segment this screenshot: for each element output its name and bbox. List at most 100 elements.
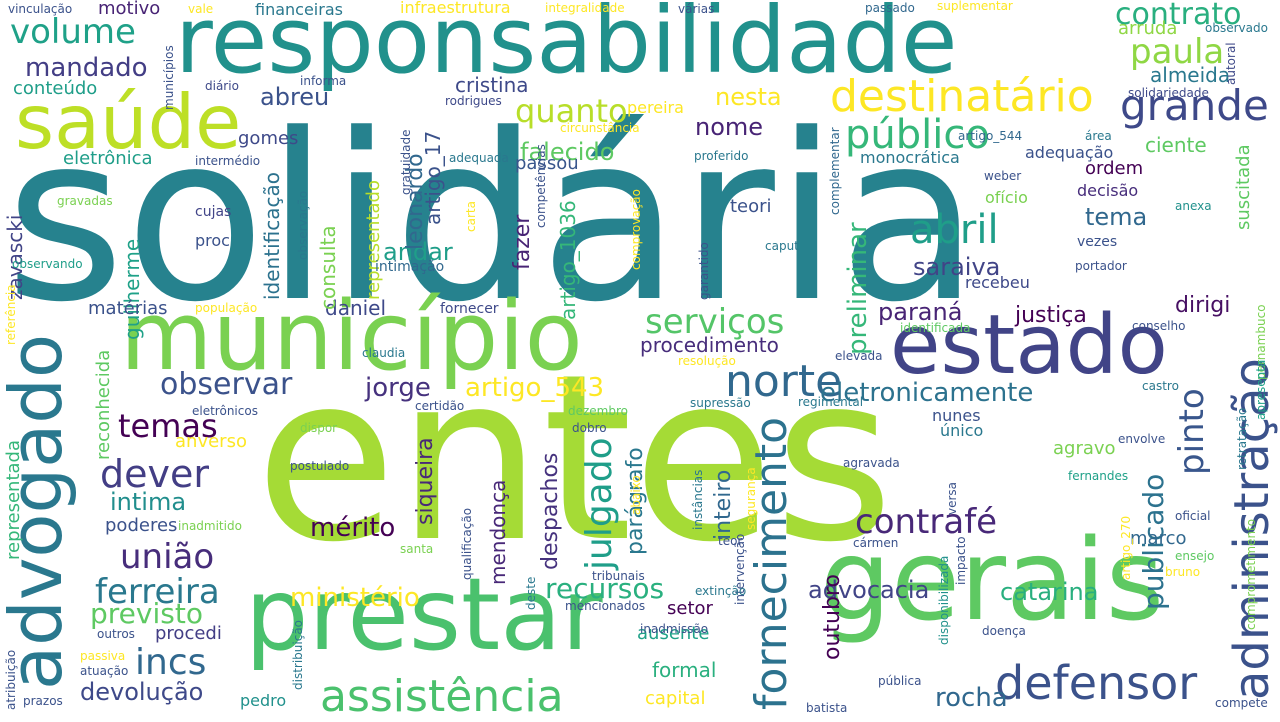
word-anverso: anverso (175, 431, 247, 452)
word-resolução: resolução (678, 354, 736, 368)
word-população: população (195, 301, 258, 315)
word-observando: observando (12, 257, 83, 271)
word-atuação: atuação (80, 664, 129, 678)
word-tema: tema (1085, 203, 1148, 231)
word-nome: nome (695, 113, 764, 141)
word-vinculação: vinculação (8, 2, 73, 16)
word-proferido: proferido (694, 149, 749, 163)
word-gratuidade: gratuidade (399, 129, 413, 195)
word-destinatário: destinatário (830, 71, 1094, 122)
word-prazos: prazos (23, 694, 63, 708)
word-oficial: oficial (1175, 509, 1211, 523)
word-financeiras: financeiras (255, 0, 343, 19)
word-competências: competências (534, 144, 548, 228)
word-arruda: arruda (1118, 18, 1178, 39)
word-marco: marco (1130, 528, 1187, 549)
word-supressão: supressão (690, 396, 751, 410)
word-catarina: catarina (1000, 578, 1099, 606)
word-dezembro: dezembro (568, 404, 628, 418)
word-entes: entes (255, 326, 894, 593)
word-poderes: poderes (105, 515, 178, 536)
word-pública: pública (878, 674, 922, 688)
word-união: união (120, 537, 215, 577)
word-grande: grande (1120, 81, 1269, 130)
word-norte: norte (725, 356, 843, 407)
word-conselho: conselho (1132, 319, 1186, 333)
word-incs: incs (135, 642, 207, 683)
word-identificação: identificação (260, 172, 284, 300)
word-weber: weber (984, 169, 1022, 183)
word-gravadas: gravadas (57, 194, 113, 208)
word-advocacia: advocacia (808, 576, 930, 604)
word-artigo_1036: artigo_1036 (556, 200, 580, 320)
word-segurança: segurança (744, 467, 758, 530)
word-adequada: adequada (449, 151, 509, 165)
word-contrato: contrato (1115, 0, 1242, 32)
word-julgado: julgado (579, 437, 620, 570)
word-matérias: matérias (88, 298, 168, 319)
word-santa: santa (400, 542, 434, 556)
word-claudia: claudia (362, 346, 406, 360)
word-inteiro: inteiro (711, 469, 736, 540)
word-vale: vale (188, 2, 214, 16)
word-temas: temas (118, 407, 218, 445)
word-ofício: ofício (985, 188, 1028, 207)
word-anexa: anexa (1175, 199, 1212, 213)
word-retratação: retratação (1235, 407, 1249, 470)
word-versa: versa (945, 481, 959, 515)
word-cujas: cujas (195, 204, 232, 220)
word-falecido: falecido (520, 138, 615, 166)
word-circunstância: circunstância (560, 121, 640, 135)
word-qualificação: qualificação (460, 507, 474, 580)
word-fornecimento: fornecimento (746, 416, 797, 710)
word-representado: representado (363, 180, 384, 300)
word-consulta: consulta (316, 225, 340, 310)
word-estado: estado (890, 298, 1168, 393)
word-artigo_544: artigo_544 (958, 129, 1023, 143)
word-portador: portador (1075, 259, 1127, 273)
word-decisão: decisão (1077, 181, 1139, 200)
word-representada: representada (3, 440, 24, 560)
word-setor: setor (667, 598, 713, 619)
word-eletronicamente: eletronicamente (820, 378, 1034, 408)
word-fernandes: fernandes (1068, 469, 1129, 483)
word-pereira: pereira (627, 98, 684, 117)
word-dispor: dispor (300, 421, 338, 435)
word-despachos: despachos (538, 452, 563, 570)
word-dirigi: dirigi (1175, 293, 1231, 318)
word-ausente: ausente (637, 623, 710, 644)
word-distribuição: distribuição (291, 619, 305, 690)
word-saúde: saúde (15, 78, 242, 166)
word-único: único (940, 421, 984, 440)
word-solidária: solidária (5, 86, 980, 353)
word-previsto: previsto (90, 597, 203, 630)
word-artigo_17: artigo_17 (421, 130, 445, 225)
word-teor: teor (718, 534, 743, 548)
word-artigo_270: artigo_270 (1119, 515, 1133, 580)
word-fornecer: fornecer (440, 301, 499, 317)
word-mandado: mandado (25, 53, 148, 83)
word-suscitada: suscitada (1233, 144, 1254, 230)
word-município: município (120, 282, 583, 392)
word-proc: proc (195, 231, 230, 250)
word-regimental: regimental (798, 395, 864, 409)
word-ministério: ministério (290, 583, 420, 613)
word-justiça: justiça (1015, 303, 1087, 328)
word-paula: paula (1130, 32, 1225, 72)
word-carta: carta (464, 201, 478, 232)
word-responsabilidade: responsabilidade (175, 0, 958, 94)
word-disponibilizada: disponibilizada (937, 555, 951, 645)
word-eletrônica: eletrônica (63, 148, 153, 169)
word-público: público (845, 112, 990, 158)
word-observar: observar (160, 367, 293, 402)
word-referência: referência (4, 284, 18, 345)
word-municípios: municípios (162, 45, 176, 110)
word-cristina: cristina (455, 73, 529, 97)
word-cármen: cármen (853, 536, 899, 550)
word-guilherme: guilherme (120, 238, 144, 340)
word-vezes: vezes (1077, 234, 1118, 250)
word-agravada: agravada (843, 456, 900, 470)
word-gomes: gomes (238, 128, 299, 149)
word-capital: capital (645, 688, 706, 709)
word-outros: outros (97, 627, 135, 641)
